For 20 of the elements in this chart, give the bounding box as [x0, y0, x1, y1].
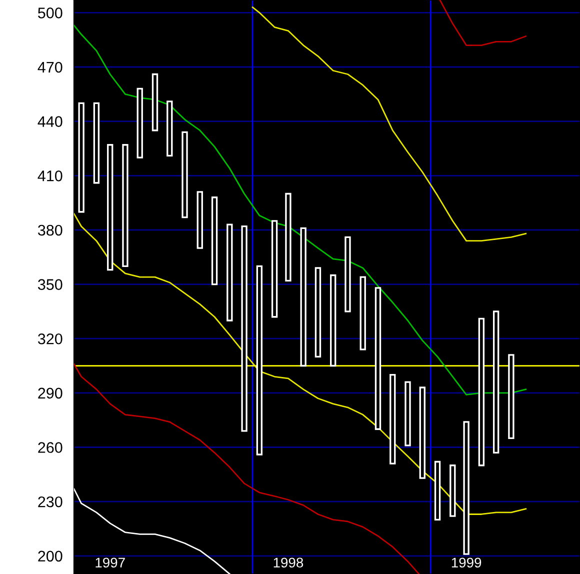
line-series [74, 24, 527, 396]
y-tick-label: 410 [38, 170, 62, 182]
x-tick-label: 1997 [96, 558, 125, 568]
y-tick-label: 380 [38, 224, 62, 236]
line-series [74, 212, 527, 515]
y-tick-label: 350 [38, 279, 62, 290]
y-tick-label: 200 [38, 550, 62, 562]
y-tick-label: 290 [38, 388, 62, 399]
line-series [439, 0, 527, 46]
line-series [252, 6, 527, 242]
line-series [74, 363, 420, 574]
y-tick-label: 470 [38, 62, 62, 73]
y-tick-label: 260 [38, 442, 62, 453]
y-tick-label: 500 [38, 8, 62, 18]
y-tick-label: 230 [38, 496, 62, 508]
y-tick-label: 440 [38, 116, 62, 128]
x-tick-label: 1998 [274, 558, 304, 568]
y-tick-label: 320 [38, 333, 62, 344]
line-series [74, 488, 230, 574]
x-tick-label: 1999 [452, 558, 482, 568]
